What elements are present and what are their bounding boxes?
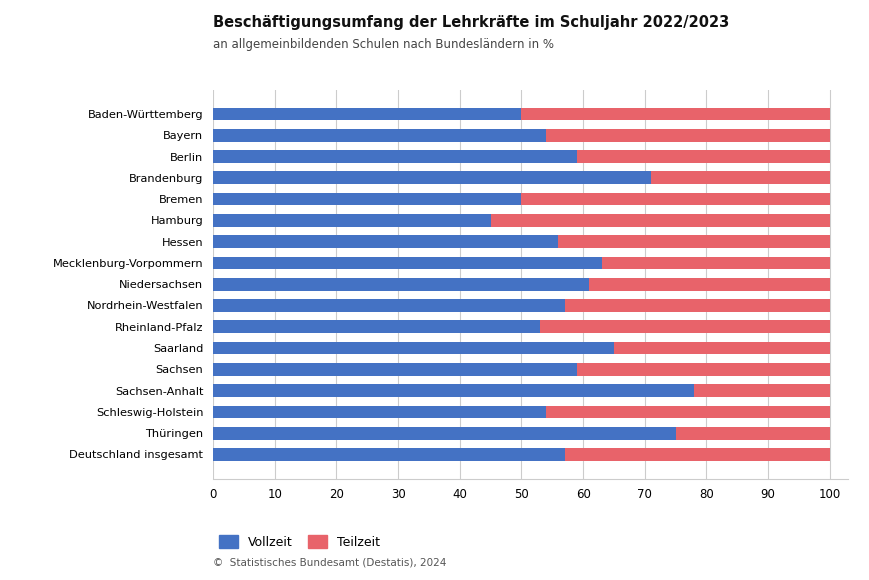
Bar	[546, 129, 829, 142]
Bar	[213, 320, 540, 333]
Text: an allgemeinbildenden Schulen nach Bundesländern in %: an allgemeinbildenden Schulen nach Bunde…	[213, 38, 554, 50]
Bar	[213, 299, 564, 312]
Text: ©  Statistisches Bundesamt (Destatis), 2024: © Statistisches Bundesamt (Destatis), 20…	[213, 557, 446, 567]
Bar	[601, 256, 829, 269]
Bar	[213, 235, 558, 248]
Legend: Vollzeit, Teilzeit: Vollzeit, Teilzeit	[219, 535, 379, 549]
Bar	[213, 342, 614, 354]
Bar	[213, 363, 576, 376]
Bar	[614, 342, 829, 354]
Bar	[558, 235, 829, 248]
Bar	[650, 172, 829, 184]
Bar	[213, 405, 546, 418]
Bar	[213, 384, 693, 397]
Bar	[213, 193, 521, 205]
Bar	[693, 384, 829, 397]
Bar	[546, 405, 829, 418]
Bar	[213, 150, 576, 163]
Bar	[213, 172, 650, 184]
Bar	[576, 150, 829, 163]
Bar	[213, 448, 564, 461]
Bar	[540, 320, 829, 333]
Bar	[564, 448, 829, 461]
Bar	[213, 107, 521, 120]
Bar	[521, 193, 829, 205]
Bar	[588, 278, 829, 291]
Bar	[213, 278, 588, 291]
Bar	[675, 427, 829, 440]
Bar	[213, 256, 601, 269]
Bar	[564, 299, 829, 312]
Bar	[213, 129, 546, 142]
Bar	[576, 363, 829, 376]
Text: Beschäftigungsumfang der Lehrkräfte im Schuljahr 2022/2023: Beschäftigungsumfang der Lehrkräfte im S…	[213, 14, 728, 30]
Bar	[213, 214, 490, 227]
Bar	[490, 214, 829, 227]
Bar	[213, 427, 675, 440]
Bar	[521, 107, 829, 120]
